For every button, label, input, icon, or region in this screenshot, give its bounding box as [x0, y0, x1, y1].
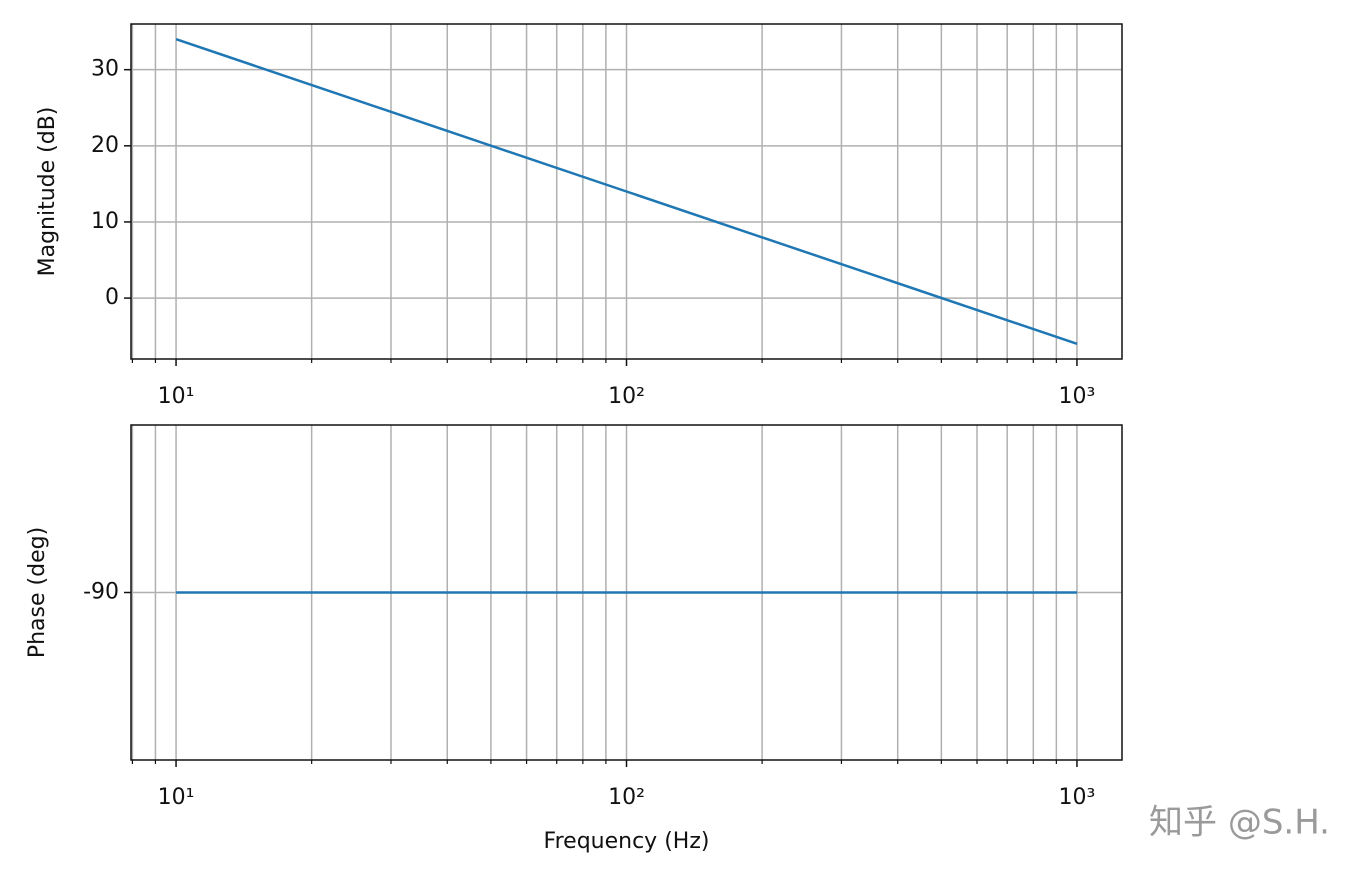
- y-tick-label: 0: [105, 285, 119, 310]
- x-tick-label: 10³: [1059, 384, 1096, 409]
- x-tick-label: 10²: [608, 384, 645, 409]
- x-axis-label: Frequency (Hz): [544, 829, 710, 854]
- y-tick-label: 10: [91, 209, 119, 234]
- y-axis-label: Magnitude (dB): [35, 107, 60, 277]
- y-tick-label: -90: [83, 580, 119, 605]
- x-tick-label: 10³: [1059, 785, 1096, 810]
- x-tick-label: 10¹: [158, 785, 195, 810]
- data-line: [175, 38, 1078, 345]
- axes-frame: [130, 424, 1123, 761]
- axes-frame: [130, 23, 1123, 360]
- y-tick-label: 30: [91, 57, 119, 82]
- x-tick-label: 10¹: [158, 384, 195, 409]
- y-axis-label: Phase (deg): [25, 527, 50, 658]
- watermark: 知乎 @S.H.: [1149, 803, 1330, 843]
- y-tick-label: 20: [91, 133, 119, 158]
- x-tick-label: 10²: [608, 785, 645, 810]
